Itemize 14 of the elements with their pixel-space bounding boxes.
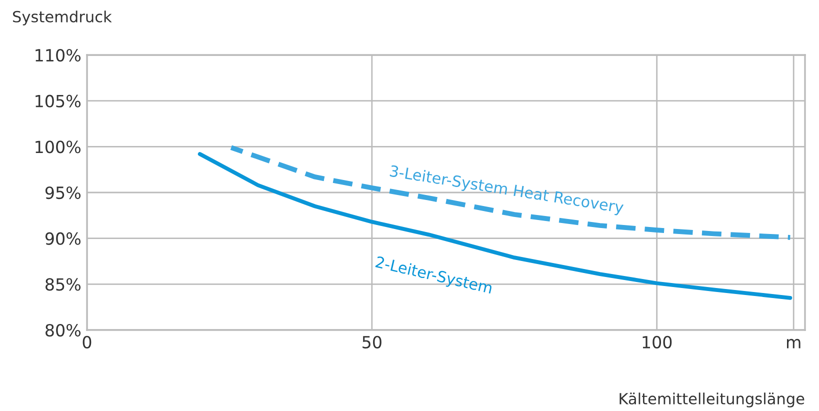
y-tick-label: 105% xyxy=(36,94,81,108)
y-tick-label: 110% xyxy=(36,48,81,62)
x-tick-label: 50 xyxy=(362,336,382,348)
x-tick-label: 0 xyxy=(82,336,92,348)
x-axis-title: Kältemittelleitungslänge xyxy=(620,392,804,408)
y-tick-label: 90% xyxy=(45,232,81,245)
y-tick-label: 100% xyxy=(36,140,81,154)
y-tick-label: 85% xyxy=(46,278,81,291)
line-series xyxy=(198,152,792,300)
y-tick-label: 80% xyxy=(46,324,81,337)
y-axis-title: Systemdruck xyxy=(13,10,112,26)
y-tick-label: 95% xyxy=(45,186,81,200)
x-tick-label: m xyxy=(787,338,800,348)
x-tick-label: 100 xyxy=(642,336,672,348)
